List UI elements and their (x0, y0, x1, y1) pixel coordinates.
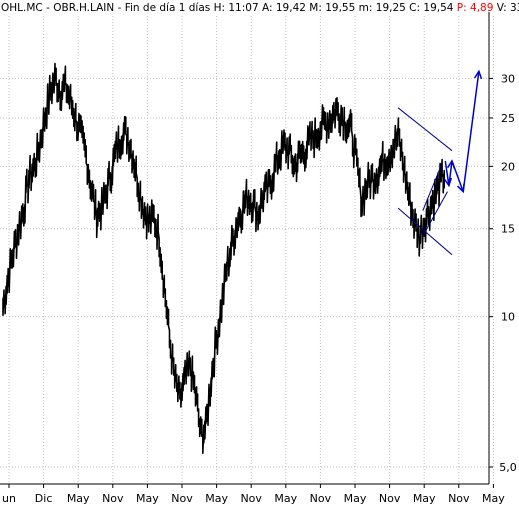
x-tick-label: Nov (171, 492, 193, 505)
chart-header: OHL.MC - OBR.H.LAIN - Fin de día 1 días … (1, 2, 519, 14)
low-value: 19,25 (376, 2, 406, 14)
trend-annotations (397, 69, 483, 256)
inner-upper-line (422, 166, 442, 211)
forecast-arrowhead (443, 177, 453, 188)
x-tick-label: Nov (240, 492, 262, 505)
grid (0, 16, 494, 484)
inner-lower-line (422, 191, 448, 237)
x-tick-label: un (2, 492, 16, 505)
x-tick-label: May (136, 492, 159, 505)
volume-value: 33.94 (510, 2, 519, 14)
x-tick-label: Nov (379, 492, 401, 505)
y-tick-label: 15 (501, 223, 515, 236)
price-line (2, 62, 445, 454)
instrument-name: OBR.H.LAIN (53, 2, 114, 14)
forecast-arrowhead (446, 159, 456, 169)
ticker: OHL.MC (1, 2, 43, 14)
forecast-arrowhead (456, 183, 465, 194)
period: Fin de día 1 días (125, 2, 211, 14)
x-tick-label: May (413, 492, 436, 505)
x-tick-label: May (344, 492, 367, 505)
x-tick-label: May (274, 492, 297, 505)
y-tick-label: 5,0 (499, 461, 517, 474)
x-tick-label: Nov (102, 492, 124, 505)
y-tick-label: 10 (501, 311, 515, 324)
price-series (2, 62, 445, 454)
p-value: 4,89 (470, 2, 493, 14)
x-tick-label: May (67, 492, 90, 505)
axes: 30 25 20 15 10 5,0 un Dic May Nov May Nov May Nov May N… (0, 12, 517, 505)
close-value: 19,54 (423, 2, 453, 14)
x-tick-label: May (205, 492, 228, 505)
x-tick-label: Nov (310, 492, 332, 505)
x-tick-label: Nov (448, 492, 470, 505)
x-tick-label: May (482, 492, 505, 505)
forecast-path (444, 71, 480, 192)
y-tick-label: 20 (501, 160, 515, 173)
forecast-arrowhead (473, 69, 483, 80)
channel-upper-line (397, 107, 453, 152)
open-value: 19,42 (276, 2, 306, 14)
x-tick-label: Dic (35, 492, 53, 505)
y-tick-label: 30 (501, 72, 515, 85)
high-value: 19,55 (325, 2, 355, 14)
time-value: 11:07 (228, 2, 258, 14)
y-tick-label: 25 (501, 112, 515, 125)
